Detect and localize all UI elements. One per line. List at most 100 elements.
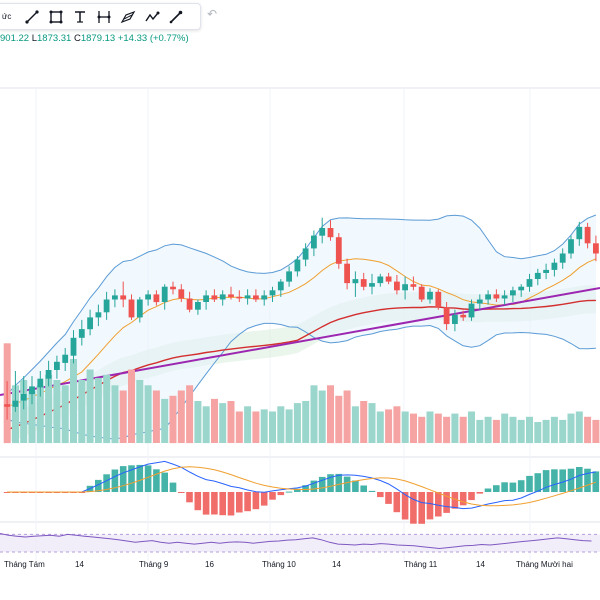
volume-bar	[459, 416, 467, 444]
macd-histogram-bar	[517, 480, 525, 492]
macd-line	[7, 460, 596, 510]
macd-histogram-bar	[534, 473, 542, 492]
toolbar-prefix: ức	[2, 12, 12, 21]
trend-line-tool[interactable]	[20, 6, 44, 28]
volume-bar	[244, 406, 252, 444]
volume-bar	[302, 401, 310, 443]
volume-bar	[443, 416, 451, 444]
macd-histogram-bar	[302, 485, 309, 492]
chart-canvas[interactable]	[0, 0, 600, 560]
volume-bar	[227, 401, 235, 443]
volume-bar	[128, 369, 135, 443]
brush-tool[interactable]	[116, 6, 140, 28]
volume-bar	[152, 390, 160, 443]
macd-histogram-bar	[426, 492, 434, 520]
candle-body	[37, 378, 44, 388]
candle-body	[178, 289, 185, 299]
macd-histogram-bar	[103, 474, 110, 492]
volume-bar	[592, 419, 600, 443]
x-tick-label: Tháng Tám	[4, 560, 45, 569]
volume-bar	[45, 374, 53, 444]
macd-histogram-bar	[443, 492, 450, 513]
volume-bar	[567, 413, 575, 443]
volume-bar	[484, 416, 492, 444]
ohlc-legend: 901.22 L1873.31 C1879.13 +14.33 (+0.77%)	[0, 33, 189, 44]
volume-bar	[86, 369, 94, 443]
pencil-tool[interactable]	[164, 6, 188, 28]
volume-bar	[410, 413, 417, 443]
volume-bar	[385, 409, 393, 443]
macd-histogram-bar	[244, 492, 251, 512]
candle-body	[468, 303, 475, 318]
candle-body	[311, 235, 317, 249]
candle-body	[551, 262, 558, 270]
candle-body	[435, 291, 442, 308]
macd-histogram-bar	[153, 469, 160, 492]
x-tick-label: 14	[476, 560, 485, 569]
volume-bar	[509, 416, 517, 444]
volume-bar	[310, 385, 318, 444]
candle-body	[360, 279, 367, 287]
macd-histogram-bar	[202, 492, 210, 515]
candle-body	[493, 294, 500, 299]
volume-bar	[169, 395, 177, 444]
macd-histogram-bar	[260, 492, 268, 506]
text-tool[interactable]	[68, 6, 92, 28]
macd-histogram-bar	[559, 469, 566, 492]
x-tick-label: 14	[75, 560, 84, 569]
macd-histogram-bar	[95, 479, 102, 492]
volume-bar	[559, 419, 567, 443]
candle-body	[576, 226, 583, 240]
legend-high-partial: 901.22	[0, 33, 30, 44]
candle-body	[78, 329, 85, 338]
legend-change: +14.33	[117, 33, 148, 44]
candle-body	[410, 284, 417, 287]
macd-histogram-bar	[178, 492, 185, 493]
candle-body	[534, 272, 541, 279]
macd-histogram-bar	[459, 492, 467, 506]
macd-histogram-bar	[484, 488, 492, 492]
macd-histogram-bar	[186, 492, 193, 503]
path-tool[interactable]	[140, 6, 164, 28]
volume-bar	[584, 416, 592, 444]
candle-body	[236, 296, 243, 299]
macd-histogram-bar	[294, 488, 301, 492]
macd-histogram-bar	[3, 492, 11, 493]
macd-histogram-bar	[169, 482, 177, 492]
macd-histogram-bar	[194, 492, 202, 511]
candle-body	[54, 361, 60, 370]
macd-histogram-bar	[584, 468, 591, 492]
volume-bar	[260, 409, 268, 443]
candle-body	[20, 394, 27, 401]
volume-bar	[211, 398, 218, 443]
rectangle-tool[interactable]	[44, 6, 68, 28]
candle-body	[12, 400, 19, 407]
candle-body	[4, 404, 10, 407]
volume-bar	[285, 409, 293, 443]
macd-histogram-bar	[451, 492, 459, 509]
macd-histogram-bar	[360, 485, 367, 492]
time-axis[interactable]: Tháng Tám 14 Tháng 9 16 Tháng 10 14 Thán…	[0, 560, 600, 574]
volume-bar	[269, 411, 276, 443]
volume-bar	[293, 403, 301, 443]
volume-bar	[351, 406, 359, 444]
undo-icon: ↶	[207, 7, 218, 21]
volume-bar	[194, 401, 202, 443]
volume-bar	[111, 385, 119, 444]
undo-button[interactable]: ↶	[207, 7, 217, 21]
volume-bar	[517, 419, 525, 443]
ma-long-line	[0, 287, 600, 396]
candle-body	[277, 281, 284, 291]
candle-body	[485, 294, 491, 300]
pencil-tool-icon	[169, 10, 183, 23]
candle-body	[228, 294, 234, 297]
macd-histogram-bar	[592, 471, 600, 492]
text-tool-icon	[75, 10, 85, 23]
candle-body	[385, 276, 392, 282]
macd-histogram-bar	[468, 492, 475, 501]
candle-body	[319, 228, 326, 236]
volume-bar	[335, 395, 343, 444]
candle-body	[29, 386, 35, 395]
volume-bar	[434, 413, 442, 443]
measure-tool[interactable]	[92, 6, 116, 28]
